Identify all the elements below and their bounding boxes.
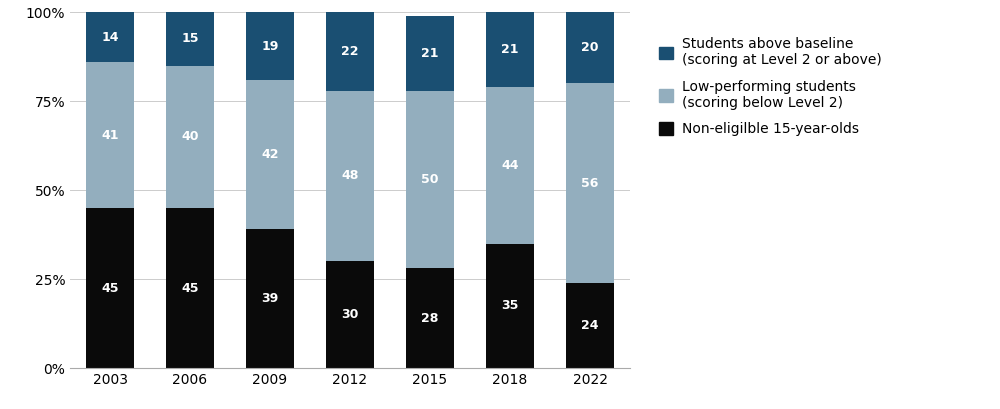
Bar (486, 87, 534, 244)
Text: 24: 24 (581, 319, 599, 332)
Bar (246, 229, 294, 368)
Bar (406, 16, 454, 90)
Text: 44: 44 (501, 159, 519, 172)
Text: 19: 19 (261, 40, 279, 53)
Legend: Students above baseline
(scoring at Level 2 or above), Low-performing students
(: Students above baseline (scoring at Leve… (659, 37, 881, 137)
Text: 42: 42 (261, 148, 279, 161)
Bar (246, 12, 294, 80)
Bar (166, 12, 214, 65)
Bar (566, 283, 614, 368)
Text: 30: 30 (341, 308, 359, 321)
Text: 50: 50 (421, 173, 439, 186)
Bar (86, 208, 134, 368)
Text: 56: 56 (581, 177, 599, 189)
Text: 21: 21 (501, 43, 519, 56)
Text: 39: 39 (261, 292, 279, 305)
Bar (326, 90, 374, 261)
Text: 21: 21 (421, 47, 439, 60)
Bar (326, 12, 374, 90)
Text: 28: 28 (421, 312, 439, 325)
Text: 35: 35 (501, 299, 519, 312)
Text: 14: 14 (101, 31, 119, 44)
Text: 45: 45 (101, 281, 119, 294)
Bar (246, 80, 294, 229)
Bar (566, 12, 614, 83)
Text: 22: 22 (341, 45, 359, 58)
Text: 45: 45 (181, 281, 199, 294)
Text: 15: 15 (181, 32, 199, 45)
Bar (406, 90, 454, 268)
Bar (166, 65, 214, 208)
Bar (486, 12, 534, 87)
Text: 48: 48 (341, 169, 359, 182)
Bar (86, 12, 134, 62)
Text: 20: 20 (581, 41, 599, 54)
Bar (326, 261, 374, 368)
Text: 40: 40 (181, 130, 199, 143)
Bar (406, 268, 454, 368)
Bar (486, 244, 534, 368)
Bar (566, 83, 614, 283)
Bar (86, 62, 134, 208)
Bar (166, 208, 214, 368)
Text: 41: 41 (101, 128, 119, 142)
